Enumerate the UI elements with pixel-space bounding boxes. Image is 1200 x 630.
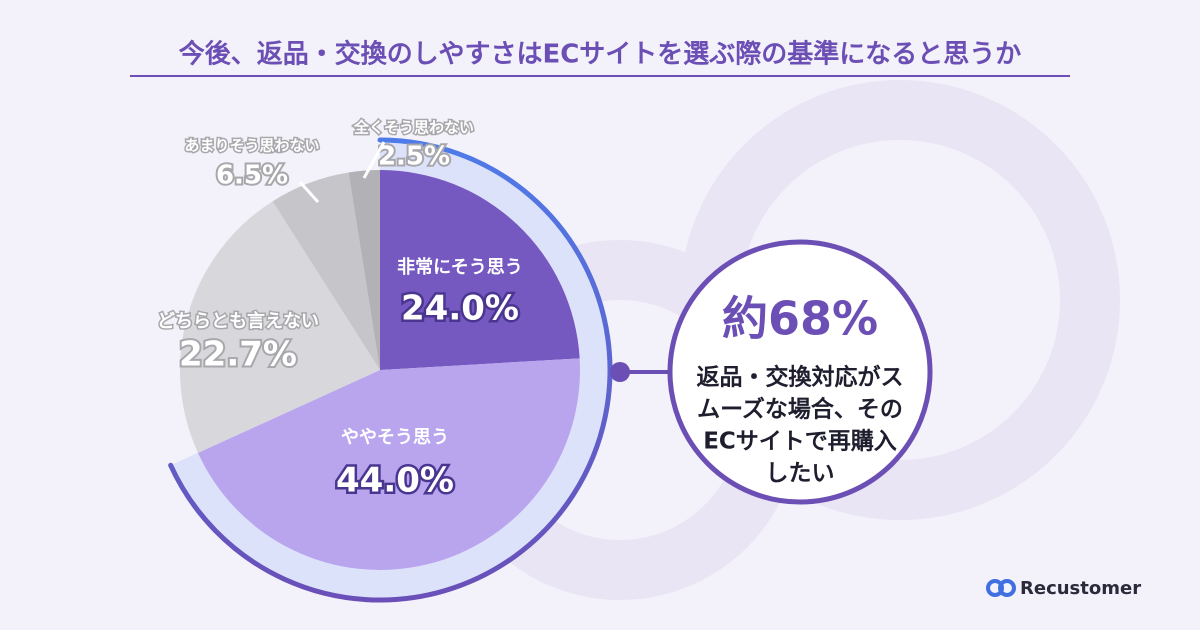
slice-label: あまりそう思わない	[184, 137, 319, 155]
slice-label: 非常にそう思う	[397, 256, 523, 278]
pie-slice	[180, 201, 380, 453]
pie: 非常にそう思う 24.0% ややそう思う 44.0% どちらとも言えない 22.7% あまり…	[156, 117, 613, 603]
chart-title: 今後、返品・交換のしやすさはECサイトを選ぶ際の基準になると思うか	[179, 39, 1022, 70]
callout-circle	[667, 239, 933, 505]
callout-line: ECサイトで再購入	[703, 429, 897, 455]
value-label: 2.5%	[378, 142, 450, 172]
callout-line: ムーズな場合、その	[697, 396, 903, 423]
leader-line	[298, 180, 320, 204]
callout-line: 返品・交換対応がス	[697, 364, 904, 391]
value-label: 44.0%	[336, 461, 454, 501]
callout-line: したい	[766, 461, 835, 487]
value-label: 6.5%	[216, 161, 288, 191]
leader-line	[362, 141, 386, 179]
slice-label: どちらとも言えない	[157, 310, 319, 332]
value-label: 24.0%	[401, 289, 519, 329]
slice-label: 全くそう思わない	[353, 119, 474, 137]
connector-dot	[610, 362, 630, 382]
brand-name: Recustomer	[1020, 578, 1141, 599]
brand-logo	[986, 579, 1016, 597]
callout-headline: 約68%	[722, 292, 878, 346]
pie-slice	[348, 170, 380, 370]
pie-slice	[272, 172, 380, 370]
pie-slice	[197, 358, 581, 570]
slice-label: ややそう思う	[341, 427, 449, 448]
value-label: 22.7%	[179, 335, 297, 375]
highlight-ring-edge	[168, 137, 613, 603]
pie-slice	[380, 170, 580, 370]
